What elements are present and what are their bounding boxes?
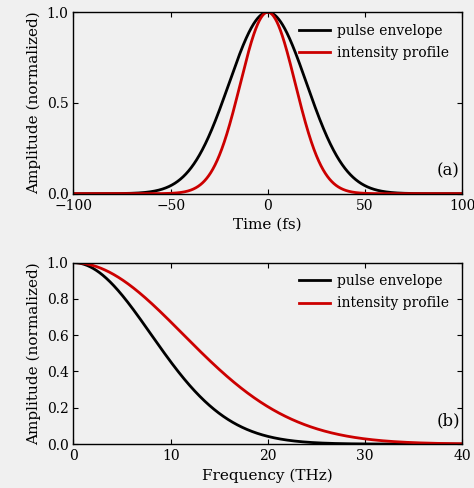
intensity profile xyxy=(237,384,243,390)
pulse envelope xyxy=(255,15,261,20)
pulse envelope xyxy=(353,441,359,447)
pulse envelope xyxy=(237,51,243,57)
pulse envelope xyxy=(459,191,465,197)
Text: (b): (b) xyxy=(437,412,461,429)
pulse envelope xyxy=(447,191,453,197)
pulse envelope xyxy=(265,9,271,15)
Line: intensity profile: intensity profile xyxy=(73,263,462,444)
intensity profile xyxy=(265,9,271,15)
intensity profile xyxy=(459,441,465,447)
intensity profile xyxy=(428,191,434,197)
pulse envelope xyxy=(237,423,243,429)
Y-axis label: Amplitude (normalized): Amplitude (normalized) xyxy=(27,262,41,445)
pulse envelope xyxy=(459,441,465,447)
Line: intensity profile: intensity profile xyxy=(73,12,462,194)
Y-axis label: Amplitude (normalized): Amplitude (normalized) xyxy=(27,12,41,194)
intensity profile xyxy=(237,82,243,88)
pulse envelope xyxy=(71,260,76,265)
Legend: pulse envelope, intensity profile: pulse envelope, intensity profile xyxy=(296,271,451,313)
intensity profile xyxy=(71,191,76,197)
pulse envelope xyxy=(447,441,453,447)
X-axis label: Frequency (THz): Frequency (THz) xyxy=(202,468,333,483)
pulse envelope xyxy=(234,422,239,427)
intensity profile xyxy=(255,398,261,404)
pulse envelope xyxy=(234,59,239,65)
pulse envelope xyxy=(353,177,359,183)
X-axis label: Time (fs): Time (fs) xyxy=(234,218,302,232)
pulse envelope xyxy=(428,441,434,447)
Legend: pulse envelope, intensity profile: pulse envelope, intensity profile xyxy=(296,21,451,63)
intensity profile xyxy=(353,435,359,441)
pulse envelope xyxy=(428,191,434,197)
Line: pulse envelope: pulse envelope xyxy=(73,263,462,444)
intensity profile xyxy=(447,441,453,447)
intensity profile xyxy=(447,191,453,197)
Line: pulse envelope: pulse envelope xyxy=(73,12,462,194)
pulse envelope xyxy=(255,431,261,437)
intensity profile xyxy=(353,190,359,196)
pulse envelope xyxy=(71,191,76,197)
intensity profile xyxy=(71,260,76,265)
intensity profile xyxy=(234,382,239,387)
intensity profile xyxy=(428,440,434,446)
intensity profile xyxy=(234,95,239,101)
Text: (a): (a) xyxy=(437,162,460,179)
intensity profile xyxy=(255,20,261,26)
intensity profile xyxy=(459,191,465,197)
